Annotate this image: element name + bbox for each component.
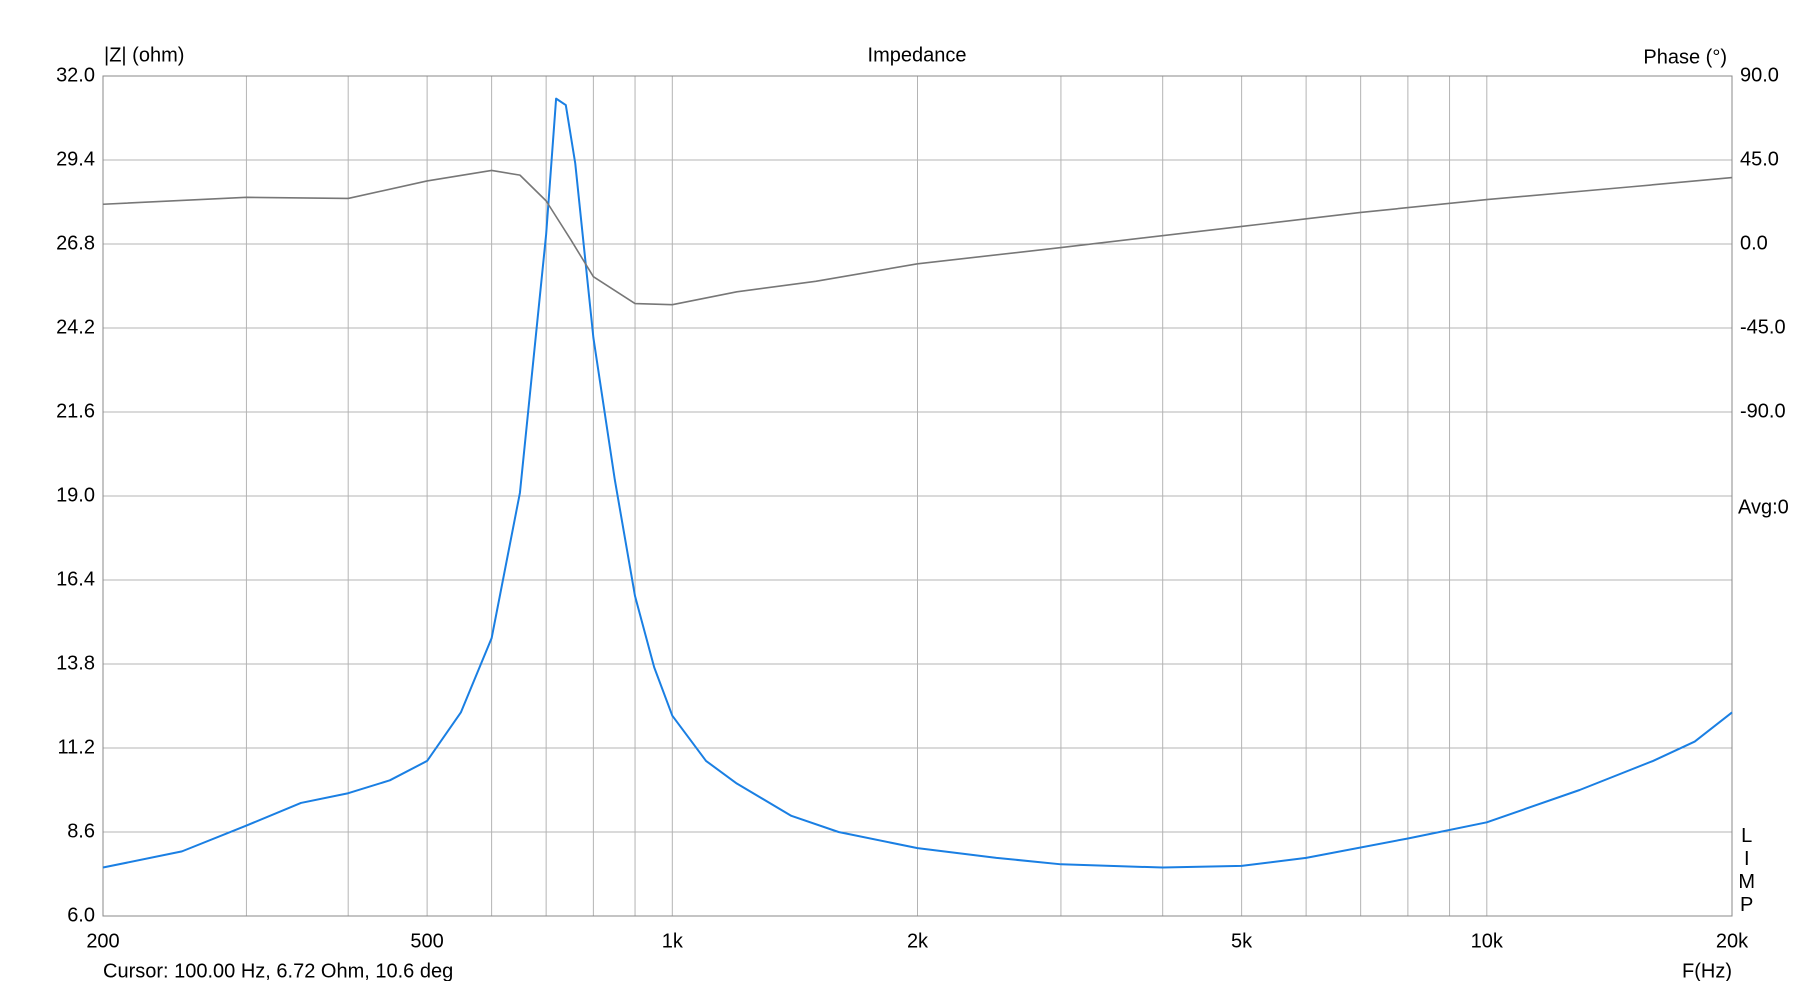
series-line bbox=[102, 169, 1733, 306]
x-tick-label: 2k bbox=[907, 930, 929, 952]
side-label: LIMP bbox=[1736, 825, 1758, 917]
x-axis-label: F(Hz) bbox=[1682, 960, 1732, 981]
y2-tick-label: 0.0 bbox=[1740, 232, 1768, 254]
x-tick-label: 500 bbox=[410, 930, 443, 952]
avg-label: Avg:0 bbox=[1738, 496, 1789, 518]
x-tick-label: 200 bbox=[86, 930, 119, 952]
x-tick-label: 20k bbox=[1716, 930, 1749, 952]
y-tick-label: 19.0 bbox=[56, 484, 95, 506]
y2-tick-label: 90.0 bbox=[1740, 64, 1779, 86]
x-tick-label: 1k bbox=[662, 930, 684, 952]
y-tick-label: 32.0 bbox=[56, 64, 95, 86]
y2-tick-label: -45.0 bbox=[1740, 316, 1786, 338]
y-tick-label: 16.4 bbox=[56, 568, 95, 590]
y2-tick-label: -90.0 bbox=[1740, 400, 1786, 422]
y-tick-label: 6.0 bbox=[67, 904, 95, 926]
y2-axis-label: Phase (°) bbox=[1643, 46, 1727, 68]
plot-frame bbox=[102, 75, 1733, 917]
series-line bbox=[102, 97, 1733, 869]
chart-title: Impedance bbox=[868, 44, 967, 66]
y-tick-label: 24.2 bbox=[56, 316, 95, 338]
y-tick-label: 11.2 bbox=[58, 736, 95, 758]
y-tick-label: 26.8 bbox=[56, 232, 95, 254]
y-tick-label: 21.6 bbox=[56, 400, 95, 422]
x-tick-label: 5k bbox=[1231, 930, 1253, 952]
x-tick-label: 10k bbox=[1471, 930, 1504, 952]
y-tick-label: 8.6 bbox=[67, 820, 95, 842]
y-tick-label: 13.8 bbox=[56, 652, 95, 674]
y-tick-label: 29.4 bbox=[56, 148, 95, 170]
y-axis-label: |Z| (ohm) bbox=[104, 44, 184, 66]
cursor-readout: Cursor: 100.00 Hz, 6.72 Ohm, 10.6 deg bbox=[103, 960, 453, 981]
y2-tick-label: 45.0 bbox=[1740, 148, 1779, 170]
